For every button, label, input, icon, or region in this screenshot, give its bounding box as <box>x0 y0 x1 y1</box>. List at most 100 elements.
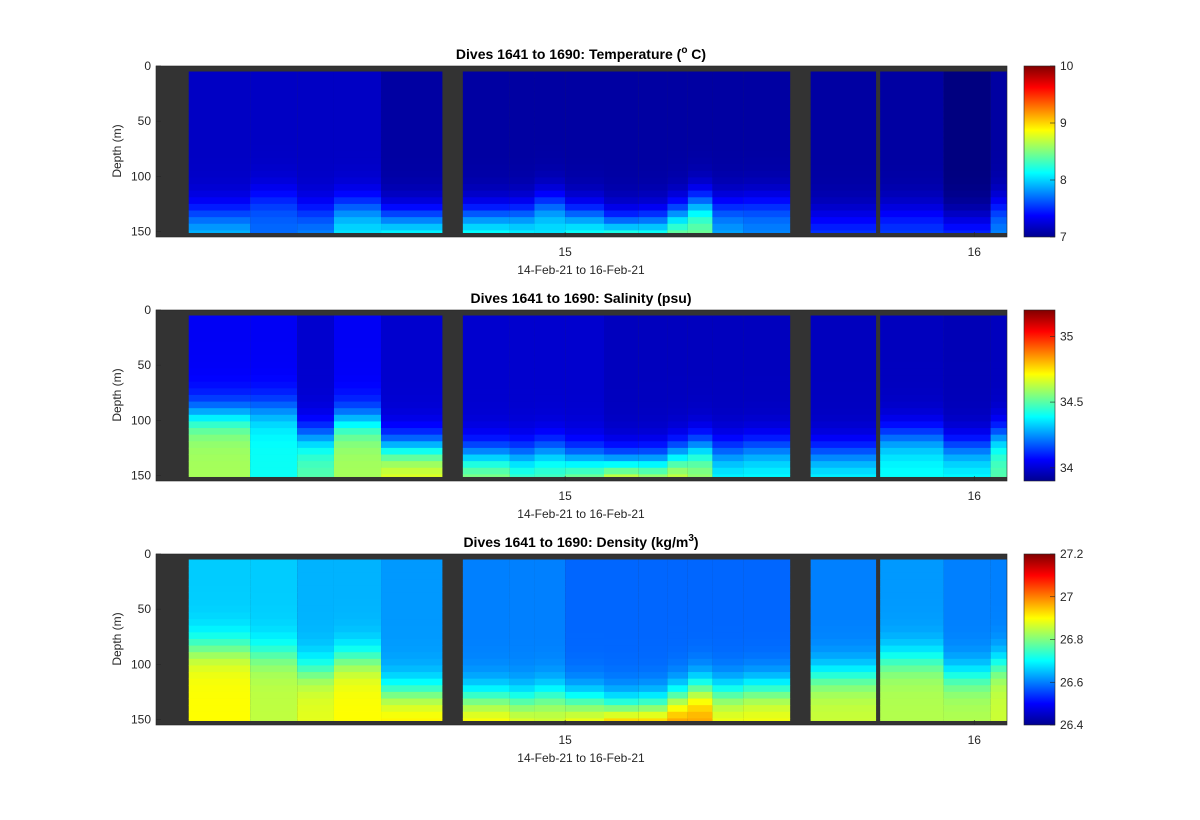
salinity-cell <box>333 322 382 330</box>
density-cell <box>381 691 443 699</box>
density-cell <box>333 718 382 721</box>
temperature-cell <box>743 177 791 185</box>
temperature-cell <box>565 131 605 139</box>
temperature-cell <box>667 230 688 233</box>
density-cell <box>712 691 744 699</box>
density-cell <box>534 625 566 633</box>
salinity-cell <box>880 341 944 350</box>
salinity-cell <box>810 414 877 422</box>
salinity-cell <box>943 361 991 369</box>
density-cell <box>297 625 334 633</box>
temperature-cell <box>712 97 744 106</box>
density-cell <box>297 691 334 699</box>
salinity-cell <box>712 401 744 409</box>
temperature-cell <box>667 144 688 152</box>
temperature-cell <box>534 157 566 165</box>
salinity-cell <box>297 328 334 336</box>
salinity-cell <box>943 355 991 363</box>
density-cell <box>534 619 566 627</box>
density-cell <box>381 625 443 633</box>
temperature-cell <box>990 71 1007 79</box>
salinity-cell <box>297 434 334 442</box>
temperature-cell <box>743 71 791 79</box>
density-cell <box>333 685 382 693</box>
temperature-cell <box>743 144 791 152</box>
salinity-cell <box>534 348 566 356</box>
salinity-ytick-label: 100 <box>131 413 151 427</box>
temperature-cell <box>943 177 991 185</box>
temperature-cell <box>250 124 298 132</box>
density-cell <box>188 678 251 686</box>
temperature-cell <box>188 137 251 145</box>
density-cell <box>990 711 1007 719</box>
salinity-cell <box>880 381 944 389</box>
density-cell <box>250 691 298 699</box>
salinity-ytick-label: 50 <box>138 358 152 372</box>
density-ytick-label: 100 <box>131 657 151 671</box>
temperature-cell <box>250 137 298 145</box>
density-cell <box>880 579 944 587</box>
salinity-profile <box>943 315 991 477</box>
salinity-cell <box>250 461 298 469</box>
temperature-cell <box>810 104 877 112</box>
salinity-cell <box>565 368 605 376</box>
density-profile <box>712 559 744 721</box>
temperature-cell <box>880 111 944 119</box>
temperature-cell <box>810 150 877 158</box>
salinity-cell <box>667 461 688 469</box>
density-cell <box>509 658 535 666</box>
salinity-cell <box>565 394 605 402</box>
temperature-cell <box>534 111 566 119</box>
salinity-cell <box>604 322 639 330</box>
density-cell <box>604 645 639 653</box>
density-cell <box>743 566 791 574</box>
density-cell <box>565 632 605 640</box>
temperature-cell <box>810 184 877 192</box>
salinity-cell <box>462 355 510 363</box>
salinity-cell <box>712 348 744 356</box>
temperature-profile <box>880 71 944 233</box>
salinity-cell <box>687 328 713 336</box>
salinity-cell <box>638 447 668 455</box>
density-cell <box>743 685 791 693</box>
density-cell <box>880 592 944 600</box>
density-cell <box>880 638 944 646</box>
temperature-cell <box>810 131 877 139</box>
temperature-cell <box>604 144 639 152</box>
salinity-cell <box>509 441 535 449</box>
salinity-cell <box>381 461 443 469</box>
temperature-cell <box>687 150 713 158</box>
salinity-cell <box>667 447 688 455</box>
density-cell <box>990 672 1007 680</box>
temperature-cell <box>943 84 991 92</box>
salinity-cell <box>565 315 605 323</box>
temperature-cell <box>943 197 991 205</box>
density-cell <box>509 599 535 607</box>
salinity-cell <box>712 381 744 389</box>
density-cell <box>534 678 566 686</box>
density-xlabel: 14-Feb-21 to 16-Feb-21 <box>517 751 645 765</box>
density-cell <box>604 579 639 587</box>
density-cell <box>743 579 791 587</box>
density-cell <box>990 718 1007 721</box>
density-cell <box>565 599 605 607</box>
density-cell <box>333 572 382 580</box>
temperature-profile <box>810 71 877 233</box>
density-cell <box>687 632 713 640</box>
salinity-cell <box>667 348 688 356</box>
salinity-cell <box>297 394 334 402</box>
salinity-cell <box>810 454 877 462</box>
temperature-cell <box>943 91 991 99</box>
salinity-cell <box>990 335 1007 343</box>
temperature-cell <box>990 111 1007 119</box>
temperature-cell <box>880 203 944 211</box>
temperature-cell <box>565 184 605 192</box>
salinity-cell <box>687 348 713 356</box>
temperature-cell <box>743 217 791 225</box>
temperature-cell <box>638 203 668 211</box>
salinity-cell <box>880 474 944 477</box>
temperature-cell <box>743 197 791 205</box>
density-cell <box>743 672 791 680</box>
temperature-cell <box>462 177 510 185</box>
